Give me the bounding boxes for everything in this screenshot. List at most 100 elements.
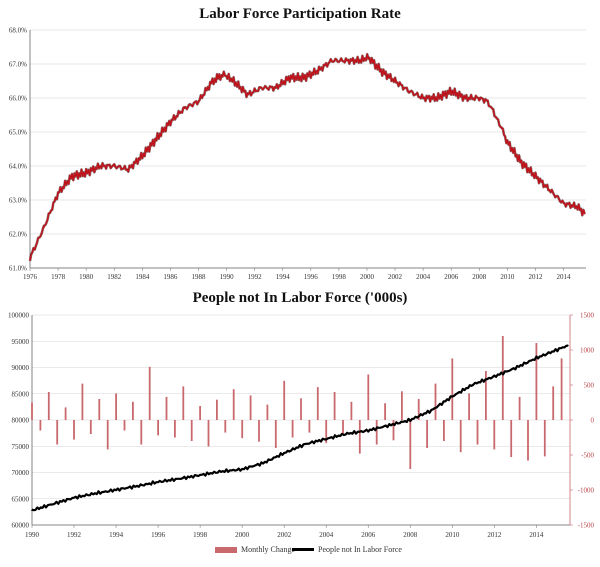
nilf-data-point (31, 509, 33, 512)
monthly-change-bar (232, 389, 235, 420)
lfpr-data-point (113, 165, 116, 167)
lfpr-data-point (492, 110, 495, 113)
monthly-change-bar (123, 420, 126, 431)
monthly-change-bar (358, 420, 361, 454)
lfpr-data-point (127, 168, 130, 171)
lfpr-data-point (500, 127, 503, 130)
lfpr-data-point (367, 56, 370, 58)
y-tick-label: 63.0% (9, 197, 27, 205)
x-tick-label: 2010 (500, 273, 515, 281)
monthly-change-bar (300, 398, 302, 420)
x-tick-label: 2004 (319, 531, 334, 539)
monthly-change-bar (182, 386, 185, 420)
x-tick-label: 2006 (444, 273, 459, 281)
legend-item-monthly-change: Monthly Change (215, 545, 295, 554)
x-tick-label: 2014 (529, 531, 544, 539)
lfpr-data-point (232, 80, 235, 82)
monthly-change-bar (350, 401, 353, 420)
lfpr-series-shadow (28, 52, 586, 262)
monthly-change-bar (392, 420, 395, 441)
x-tick-label: 1988 (191, 273, 206, 281)
y-tick-label: 66.0% (9, 95, 27, 103)
lfpr-data-point (288, 76, 291, 79)
y-left-tick-label: 75000 (12, 443, 30, 451)
monthly-change-bar (291, 420, 294, 438)
legend-swatch-line (292, 548, 314, 551)
lfpr-data-point (506, 141, 509, 143)
monthly-change-bar (485, 371, 487, 420)
y-left-tick-label: 100000 (8, 312, 30, 320)
monthly-change-bar (417, 399, 420, 420)
nilf-legend: Monthly Change People not In Labor Force (0, 545, 600, 559)
nilf-data-point (136, 485, 138, 487)
nilf-data-point (556, 348, 559, 351)
y-left-tick-label: 95000 (12, 338, 30, 346)
x-tick-label: 1994 (109, 531, 124, 539)
monthly-change-bar (199, 406, 201, 420)
nilf-data-point (157, 481, 159, 483)
y-left-tick-label: 70000 (12, 469, 30, 477)
monthly-change-bar (409, 420, 412, 469)
x-tick-label: 2000 (235, 531, 250, 539)
nilf-data-point (199, 474, 201, 476)
lfpr-data-point (99, 165, 102, 167)
monthly-change-bar (157, 420, 159, 436)
monthly-change-bar (190, 420, 193, 441)
nilf-data-point (283, 452, 285, 454)
monthly-change-bar (216, 399, 218, 420)
nilf-data-point (52, 503, 54, 505)
nilf-data-point (346, 432, 349, 435)
y-tick-label: 62.0% (9, 231, 27, 239)
x-tick-label: 2006 (361, 531, 376, 539)
lfpr-data-point (222, 73, 225, 75)
x-tick-label: 1986 (163, 273, 178, 281)
monthly-change-bar (384, 403, 386, 420)
lfpr-data-point (331, 59, 333, 62)
x-tick-label: 1984 (135, 273, 150, 281)
x-tick-label: 1976 (23, 273, 38, 281)
lfpr-data-point (408, 90, 410, 92)
monthly-change-bar (434, 383, 437, 420)
lfpr-data-point (317, 70, 319, 72)
lfpr-data-point (43, 226, 45, 228)
monthly-change-bar (140, 420, 143, 445)
monthly-change-bar (207, 420, 210, 447)
lfpr-series-line (29, 53, 586, 262)
monthly-change-bar (342, 420, 344, 435)
monthly-change-bar (249, 395, 252, 420)
lfpr-data-point (534, 175, 537, 177)
monthly-change-bar (333, 392, 336, 420)
legend-label-people-not-in-lf: People not In Labor Force (318, 545, 402, 554)
monthly-change-bar (560, 358, 563, 420)
x-tick-label: 2012 (487, 531, 502, 539)
nilf-chart-svg: 60000 65000 70000 75000 80000 85000 90000 95000… (8, 312, 595, 540)
monthly-change-bar (426, 420, 428, 448)
nilf-data-point (535, 357, 538, 359)
x-tick-label: 1992 (67, 531, 82, 539)
y-tick-label: 64.0% (9, 163, 27, 171)
lfpr-data-point (359, 59, 361, 62)
y-tick-label: 61.0% (9, 265, 27, 273)
x-tick-label: 1998 (332, 273, 347, 281)
lfpr-data-point (520, 161, 523, 164)
monthly-change-bar (89, 420, 92, 434)
monthly-change-bar (31, 402, 33, 420)
monthly-change-bar (73, 420, 75, 440)
lfpr-data-point (562, 202, 565, 205)
nilf-data-point (451, 395, 454, 398)
monthly-change-bar (132, 401, 134, 420)
lfpr-chart-title: Labor Force Participation Rate (199, 6, 401, 22)
lfpr-data-point (29, 257, 31, 259)
monthly-change-bar (258, 420, 260, 442)
monthly-change-bar (148, 366, 151, 420)
monthly-change-bar (81, 383, 84, 420)
lfpr-data-point (576, 206, 579, 208)
lfpr-data-point (197, 100, 200, 103)
nilf-data-point (472, 383, 475, 386)
nilf-series-line (31, 344, 569, 512)
monthly-change-bar (401, 391, 403, 420)
y-tick-label: 67.0% (9, 61, 27, 69)
nilf-data-point (262, 462, 264, 464)
y-right-tick-label: 0 (591, 417, 595, 425)
nilf-data-point (430, 409, 433, 412)
